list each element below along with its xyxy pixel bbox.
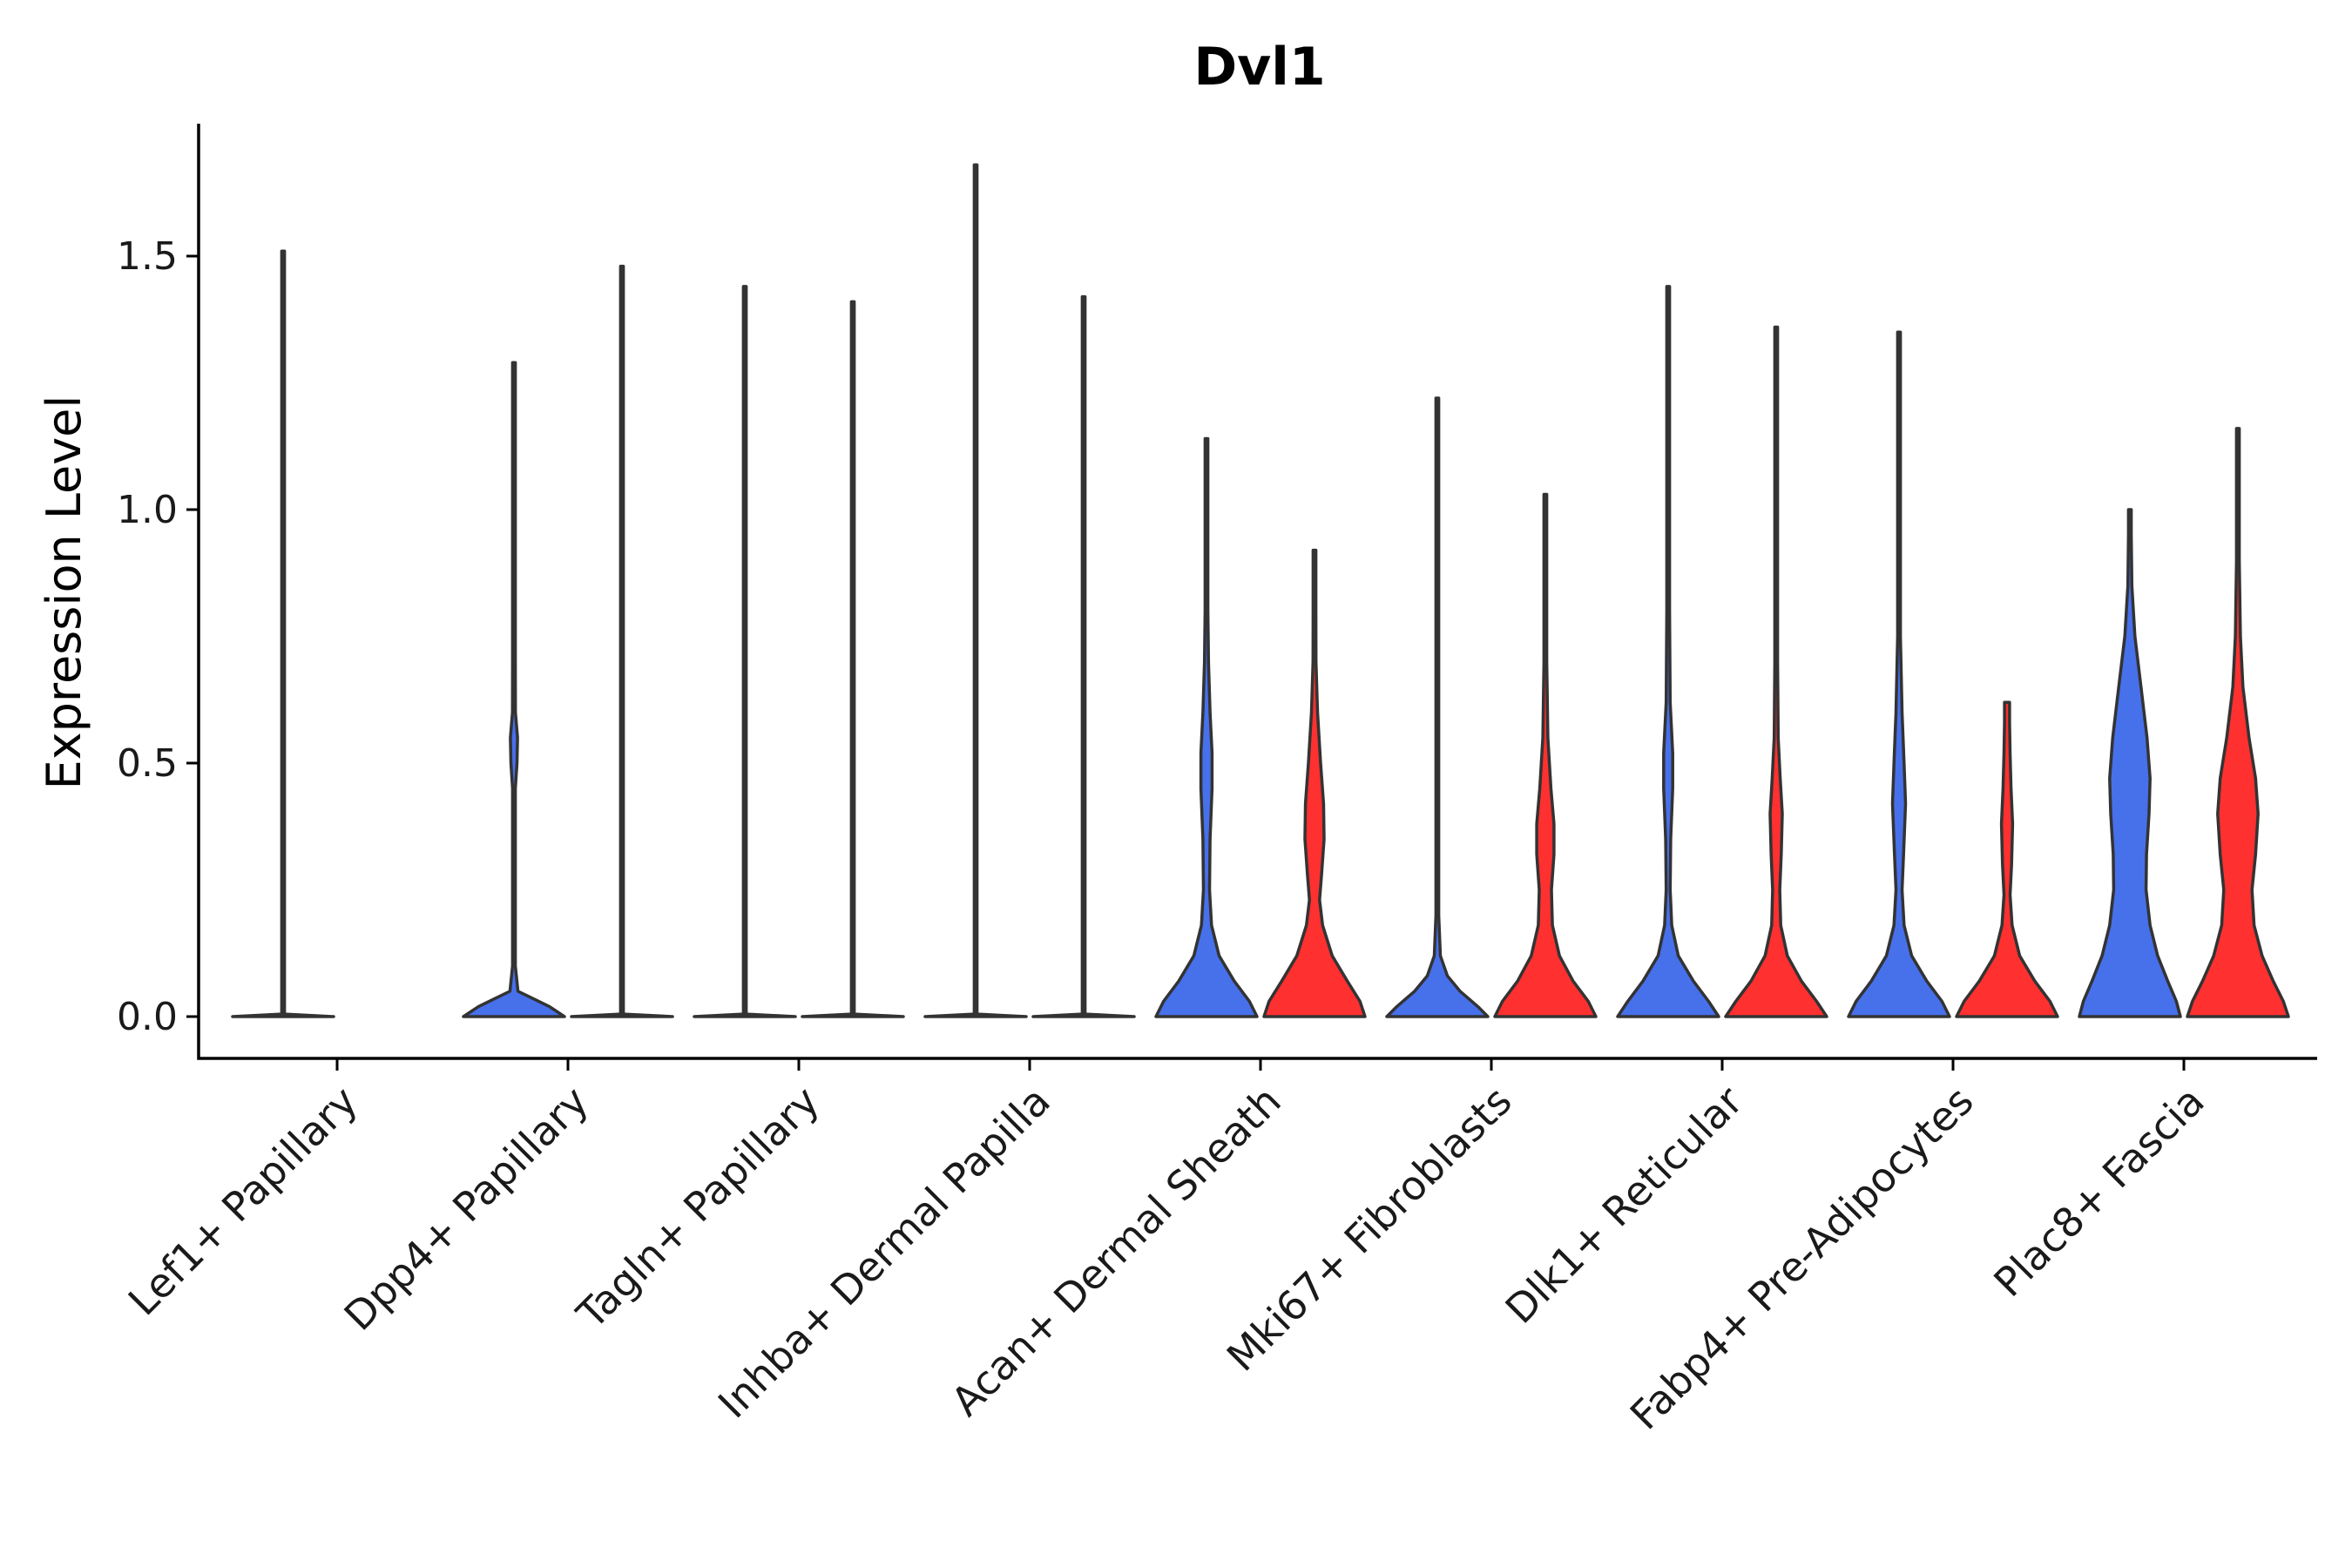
violin-group2-2	[801, 300, 905, 1018]
violin-group2-1	[570, 264, 674, 1018]
violin-group2-5	[1493, 492, 1598, 1018]
violin-group1-1	[462, 361, 566, 1018]
violin-group1-3	[923, 163, 1028, 1018]
y-tick-label: 0.5	[117, 741, 178, 786]
y-axis-label: Expression Level	[37, 395, 91, 790]
violin-group1-2	[693, 285, 797, 1018]
y-tick-label: 1.5	[117, 234, 178, 279]
violin-group2-6	[1724, 325, 1828, 1018]
x-tick-label: Dpp4+ Papillary	[335, 1078, 598, 1340]
violin-group1-6	[1616, 285, 1720, 1018]
violin-group1-4	[1154, 436, 1259, 1018]
violins-group	[231, 163, 2290, 1018]
violin-group2-3	[1031, 294, 1136, 1018]
plot-axes	[197, 124, 2317, 1060]
y-axis-ticks: 0.0 0.5 1.0 1.5	[117, 234, 199, 1039]
x-tick-label: Lef1+ Papillary	[119, 1078, 367, 1325]
y-tick-label: 1.0	[117, 488, 178, 532]
violin-group1-8	[2078, 508, 2182, 1018]
chart-title: Dvl1	[1193, 37, 1325, 98]
violin-group2-7	[1955, 700, 2059, 1018]
violin-group2-4	[1262, 548, 1367, 1018]
violin-group1-0	[231, 249, 335, 1018]
x-tick-label: Plac8+ Fascia	[1984, 1078, 2213, 1306]
x-tick-label: Dlk1+ Reticular	[1497, 1078, 1752, 1333]
x-tick-label: Tagln+ Papillary	[567, 1078, 828, 1339]
violin-group2-8	[2186, 427, 2290, 1018]
y-tick-label: 0.0	[117, 995, 178, 1039]
violin-group1-7	[1847, 330, 1951, 1018]
violin-group1-5	[1385, 396, 1490, 1018]
